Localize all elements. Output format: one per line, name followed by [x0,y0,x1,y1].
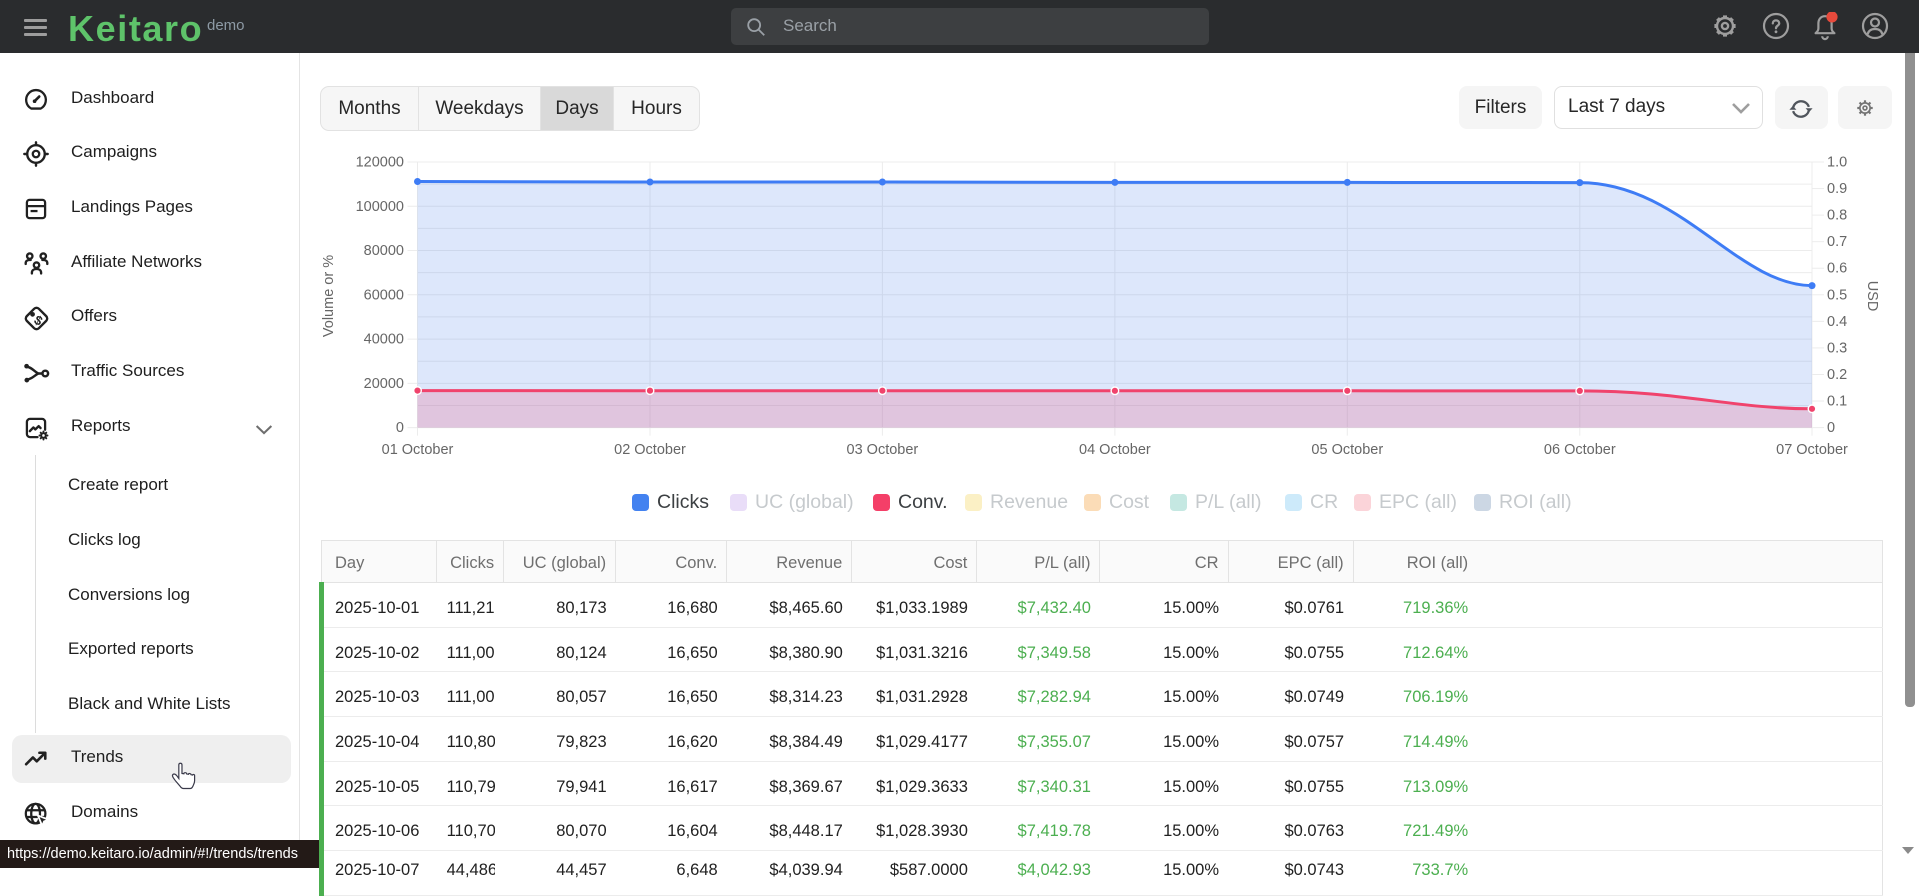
svg-text:40000: 40000 [364,332,404,348]
svg-text:03 October: 03 October [847,442,919,458]
svg-text:06 October: 06 October [1544,442,1616,458]
svg-text:60000: 60000 [364,287,404,303]
svg-text:0.5: 0.5 [1827,287,1847,303]
svg-text:05 October: 05 October [1311,442,1383,458]
svg-text:0: 0 [396,420,404,436]
svg-text:0.1: 0.1 [1827,394,1847,410]
svg-text:0.3: 0.3 [1827,340,1847,356]
svg-text:01 October: 01 October [382,442,454,458]
svg-text:80000: 80000 [364,243,404,259]
svg-text:0.4: 0.4 [1827,314,1847,330]
svg-text:120000: 120000 [356,155,404,171]
svg-text:0: 0 [1827,420,1835,436]
svg-text:0.9: 0.9 [1827,181,1847,197]
svg-text:Volume or %: Volume or % [321,255,337,337]
svg-text:07 October: 07 October [1776,442,1848,458]
svg-text:0.7: 0.7 [1827,234,1847,250]
svg-text:1.0: 1.0 [1827,155,1847,171]
svg-text:04 October: 04 October [1079,442,1151,458]
svg-text:20000: 20000 [364,376,404,392]
svg-text:100000: 100000 [356,199,404,215]
svg-text:0.8: 0.8 [1827,208,1847,224]
svg-text:02 October: 02 October [614,442,686,458]
svg-text:0.6: 0.6 [1827,261,1847,277]
svg-text:USD: USD [1864,281,1880,312]
svg-text:0.2: 0.2 [1827,367,1847,383]
